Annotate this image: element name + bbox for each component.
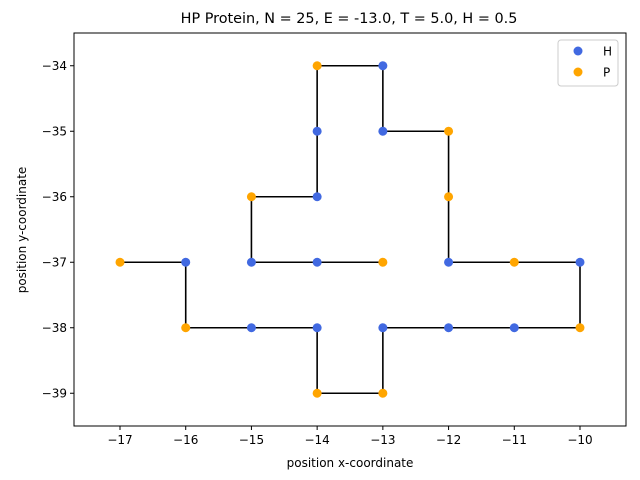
residue-points: [115, 61, 585, 398]
residue-point-p: [378, 388, 388, 398]
x-tick-label: −15: [239, 433, 264, 447]
residue-point-h: [378, 61, 388, 71]
y-tick-label: −35: [42, 125, 67, 139]
residue-point-h: [444, 323, 454, 333]
legend: HP: [557, 39, 619, 87]
residue-point-h: [378, 323, 388, 333]
x-axis-label: position x-coordinate: [287, 456, 414, 470]
residue-point-h: [575, 257, 585, 267]
chart-title: HP Protein, N = 25, E = -13.0, T = 5.0, …: [181, 11, 518, 27]
x-tick-label: −16: [173, 433, 198, 447]
x-tick-label: −14: [304, 433, 329, 447]
y-tick-label: −37: [42, 256, 67, 270]
legend-marker-h: [573, 46, 583, 56]
residue-point-h: [246, 257, 256, 267]
x-tick-label: −11: [502, 433, 527, 447]
legend-label-h: H: [603, 44, 612, 58]
residue-point-h: [246, 323, 256, 333]
residue-point-h: [312, 323, 322, 333]
residue-point-h: [378, 126, 388, 136]
x-tick-label: −13: [370, 433, 395, 447]
residue-point-p: [312, 388, 322, 398]
residue-point-p: [115, 257, 125, 267]
legend-label-p: P: [603, 65, 610, 79]
residue-point-h: [312, 257, 322, 267]
residue-point-p: [509, 257, 519, 267]
y-axis-ticks: −34 −35 −36 −37 −38 −39: [42, 59, 74, 401]
x-tick-label: −17: [107, 433, 132, 447]
residue-point-h: [444, 257, 454, 267]
residue-point-p: [181, 323, 191, 333]
residue-point-p: [312, 61, 322, 71]
y-tick-label: −36: [42, 190, 67, 204]
protein-chain: [120, 64, 581, 395]
y-tick-label: −34: [42, 59, 67, 73]
residue-point-p: [444, 192, 454, 202]
x-tick-label: −10: [567, 433, 592, 447]
residue-point-p: [378, 257, 388, 267]
residue-point-p: [575, 323, 585, 333]
plot-area-frame: [73, 32, 627, 427]
residue-point-h: [312, 192, 322, 202]
x-tick-label: −12: [436, 433, 461, 447]
y-axis-label: position y-coordinate: [15, 167, 29, 294]
residue-point-h: [312, 126, 322, 136]
residue-point-h: [509, 323, 519, 333]
legend-marker-p: [573, 67, 583, 77]
x-axis-ticks: −17 −16 −15 −14 −13 −12 −11 −10: [107, 426, 593, 447]
legend-box: [557, 39, 619, 87]
residue-point-h: [181, 257, 191, 267]
residue-point-p: [444, 126, 454, 136]
residue-point-p: [246, 192, 256, 202]
y-tick-label: −38: [42, 321, 67, 335]
y-tick-label: −39: [42, 387, 67, 401]
